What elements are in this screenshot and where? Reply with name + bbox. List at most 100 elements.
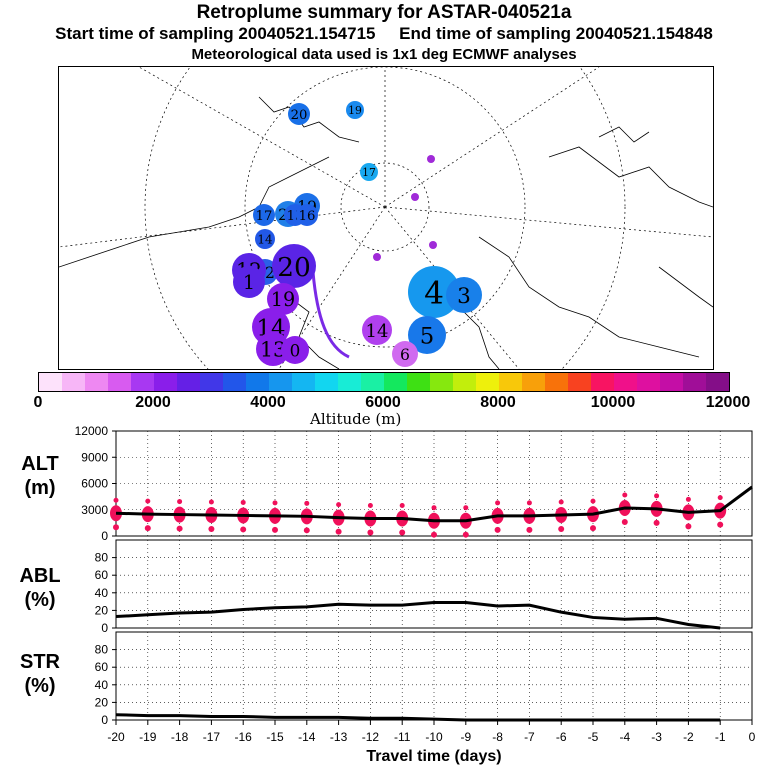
altitude-spread-marker (367, 503, 373, 508)
colorbar-segment (522, 373, 545, 391)
colorbar-segment (131, 373, 154, 391)
chart-title: Retroplume summary for ASTAR-040521a (196, 2, 572, 23)
plume-label: 17 (256, 209, 273, 224)
altitude-spread-marker (495, 500, 501, 506)
x-tick-label: -8 (492, 730, 503, 744)
colorbar-segment (200, 373, 223, 391)
plume-dot (411, 193, 419, 201)
altitude-spread-marker (431, 505, 437, 511)
str-label-unit: (%) (24, 675, 56, 697)
x-tick-label: -15 (266, 730, 284, 744)
colorbar-tick-label: 10000 (590, 394, 636, 411)
y-tick-label: 6000 (81, 477, 108, 491)
sampling-times: Start time of sampling 20040521.154715 E… (0, 24, 768, 44)
x-tick-label: -7 (524, 730, 535, 744)
altitude-spread-marker (685, 496, 691, 502)
y-tick-label: 80 (95, 551, 109, 565)
x-tick-label: -13 (330, 730, 348, 744)
altitude-spread-marker (717, 495, 723, 501)
alt-label-unit: (m) (24, 477, 56, 499)
altitude-spread-marker (176, 525, 183, 532)
colorbar-segment (39, 373, 62, 391)
colorbar-tick-label: 4000 (250, 394, 286, 411)
altitude-spread-marker (654, 493, 660, 499)
colorbar-segment (660, 373, 683, 391)
series-line (115, 713, 721, 722)
colorbar-segment (614, 373, 637, 391)
x-tick-label: -2 (683, 730, 694, 744)
series-line (115, 600, 721, 630)
plume-circle (392, 341, 418, 367)
altitude-spread-marker (240, 499, 246, 505)
plume-track (311, 271, 350, 359)
plume-label: 6 (400, 346, 410, 364)
plume-circle (255, 229, 275, 249)
alt-label: ALT (m) (10, 452, 70, 500)
y-tick-label: 60 (95, 568, 109, 582)
colorbar-segment (499, 373, 522, 391)
coastline (478, 236, 700, 358)
x-tick-label: -11 (394, 730, 411, 744)
time-series-plots: 120009000600030000806040200806040200-20-… (75, 424, 756, 744)
meridian (59, 206, 386, 248)
plume-circle (408, 266, 460, 318)
altitude-spread-marker (463, 505, 469, 511)
colorbar-segment (154, 373, 177, 391)
colorbar (38, 372, 730, 392)
y-tick-label: 20 (95, 695, 109, 709)
altitude-spread-marker (462, 531, 469, 538)
colorbar-segment (545, 373, 568, 391)
plume-dot (373, 253, 381, 261)
plume-label: 14 (257, 233, 273, 247)
colorbar-label: Altitude (m) (310, 410, 402, 428)
colorbar-segment (407, 373, 430, 391)
altitude-spread-marker (622, 492, 628, 498)
plume-circle (272, 244, 316, 288)
altitude-spread-marker (526, 500, 532, 506)
abl-label-unit: (%) (24, 589, 56, 611)
abl-label: ABL (%) (10, 564, 70, 612)
coastline (258, 96, 360, 143)
altitude-spread-marker (685, 523, 692, 530)
colorbar-tick-label: 0 (33, 394, 43, 411)
end-time: End time of sampling 20040521.154848 (399, 24, 713, 43)
plume-circle (296, 204, 318, 226)
colorbar-tick-label: 8000 (480, 394, 516, 411)
altitude-spread-marker (526, 526, 533, 533)
colorbar-segment (384, 373, 407, 391)
polar-map: 20191720191715161412431220119141301456 (58, 66, 714, 370)
colorbar-tick-label: 12000 (705, 394, 751, 411)
altitude-marker (110, 505, 122, 522)
colorbar-segment (361, 373, 384, 391)
alt-label-name: ALT (21, 453, 59, 475)
altitude-spread-marker (558, 526, 565, 532)
altitude-spread-marker (304, 500, 310, 506)
altitude-spread-marker (145, 498, 151, 504)
colorbar-segment (315, 373, 338, 391)
colorbar-segment (430, 373, 453, 391)
altitude-spread-marker (494, 526, 501, 533)
altitude-spread-marker (367, 529, 374, 536)
meridian (384, 206, 713, 238)
coastline (548, 146, 713, 208)
plume-label: 5 (420, 324, 435, 350)
meridian (384, 67, 600, 208)
coastlines (59, 96, 713, 369)
str-label: STR (%) (10, 650, 70, 698)
coastline (658, 266, 713, 308)
colorbar-segment (338, 373, 361, 391)
colorbar-tick-label: 2000 (135, 394, 171, 411)
y-tick-label: 80 (95, 643, 109, 657)
x-tick-label: -3 (651, 730, 662, 744)
latitude-circle (244, 67, 526, 348)
y-tick-label: 40 (95, 678, 109, 692)
altitude-spread-marker (177, 499, 183, 505)
y-tick-label: 20 (95, 603, 109, 617)
x-tick-label: -17 (203, 730, 221, 744)
altitude-spread-marker (653, 519, 660, 526)
plume-circle (408, 316, 446, 354)
coastline (59, 156, 330, 268)
x-tick-label: 0 (749, 730, 756, 744)
x-tick-label: -19 (139, 730, 157, 744)
y-tick-label: 60 (95, 660, 109, 674)
